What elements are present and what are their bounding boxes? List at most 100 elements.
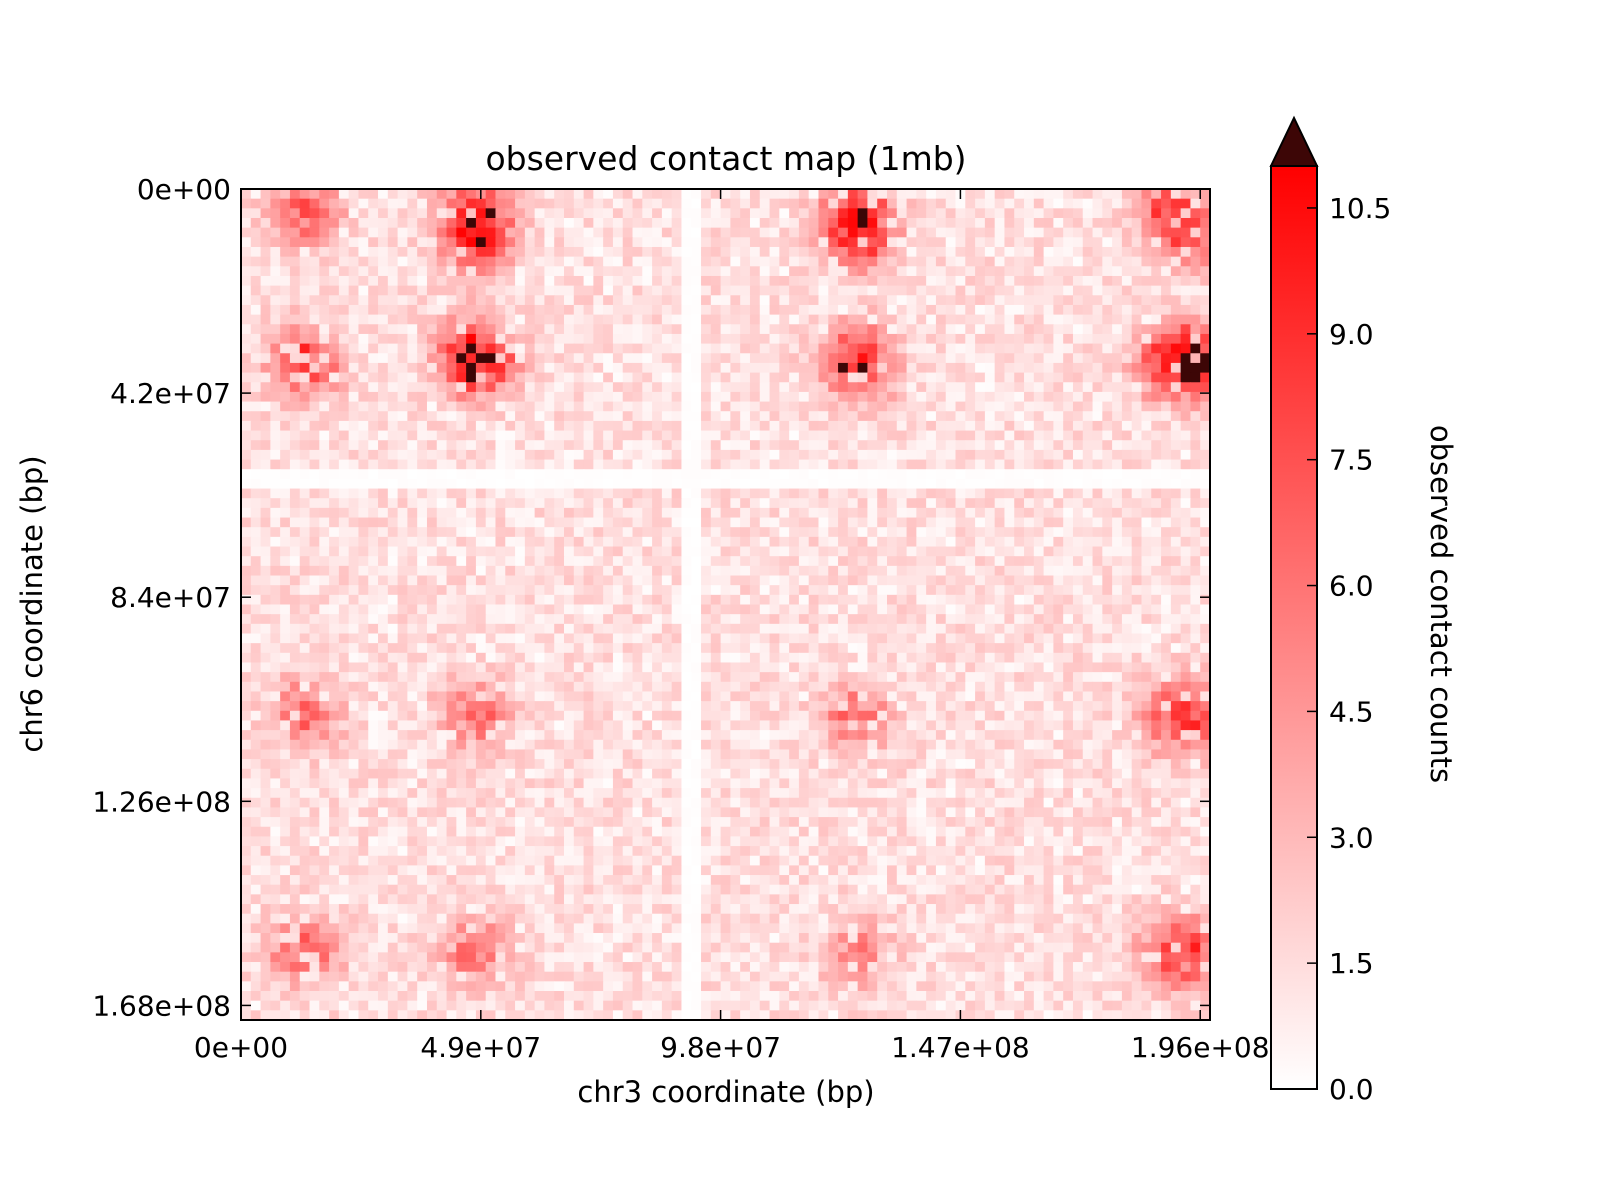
heatmap-cell xyxy=(485,633,497,644)
heatmap-cell xyxy=(1004,459,1015,470)
heatmap-cell xyxy=(769,565,780,577)
heatmap-cell xyxy=(838,237,849,248)
heatmap-cell xyxy=(515,517,526,528)
heatmap-cell xyxy=(603,430,614,441)
heatmap-cell xyxy=(289,565,301,577)
heatmap-cell xyxy=(857,604,869,615)
heatmap-cell xyxy=(808,527,820,538)
heatmap-cell xyxy=(749,556,761,567)
heatmap-cell xyxy=(642,189,653,200)
heatmap-cell xyxy=(1004,275,1015,287)
heatmap-cell xyxy=(397,594,408,606)
heatmap-cell xyxy=(446,324,457,335)
heatmap-cell xyxy=(1170,343,1182,354)
heatmap-cell xyxy=(1014,556,1025,567)
heatmap-cell xyxy=(838,478,849,490)
heatmap-cell xyxy=(387,266,399,277)
heatmap-cell xyxy=(1131,594,1143,606)
heatmap-cell xyxy=(446,507,457,519)
heatmap-cell xyxy=(456,643,467,654)
heatmap-cell xyxy=(260,440,271,451)
heatmap-cell xyxy=(622,275,634,287)
heatmap-cell xyxy=(564,304,575,316)
heatmap-cell xyxy=(1200,498,1211,509)
heatmap-cell xyxy=(1180,411,1192,422)
heatmap-cell xyxy=(1033,266,1045,277)
heatmap-cell xyxy=(417,411,428,422)
heatmap-cell xyxy=(456,488,467,499)
heatmap-cell xyxy=(867,362,878,374)
heatmap-cell xyxy=(798,527,810,538)
heatmap-cell xyxy=(789,372,800,383)
heatmap-cell xyxy=(779,208,790,219)
heatmap-cell xyxy=(701,643,712,654)
heatmap-cell xyxy=(348,459,360,470)
heatmap-cell xyxy=(1072,440,1084,451)
heatmap-cell xyxy=(1151,652,1162,664)
heatmap-cell xyxy=(436,227,448,238)
heatmap-cell xyxy=(524,208,536,219)
heatmap-cell xyxy=(544,556,555,567)
heatmap-cell xyxy=(446,314,457,325)
heatmap-cell xyxy=(515,614,526,625)
heatmap-cell xyxy=(818,420,829,432)
heatmap-cell xyxy=(622,420,634,432)
heatmap-cell xyxy=(642,430,653,441)
heatmap-cell xyxy=(466,353,477,364)
heatmap-cell xyxy=(612,382,624,393)
heatmap-cell xyxy=(299,401,311,412)
heatmap-cell xyxy=(906,614,917,625)
heatmap-cell xyxy=(632,536,643,548)
heatmap-cell xyxy=(241,498,252,509)
heatmap-cell xyxy=(1092,488,1103,499)
heatmap-cell xyxy=(289,227,301,238)
heatmap-cell xyxy=(818,527,829,538)
heatmap-cell xyxy=(652,189,663,200)
heatmap-cell xyxy=(426,411,438,422)
heatmap-cell xyxy=(1112,440,1123,451)
heatmap-cell xyxy=(583,652,594,664)
heatmap-cell xyxy=(808,208,820,219)
heatmap-cell xyxy=(769,604,780,615)
heatmap-cell xyxy=(877,449,888,461)
heatmap-cell xyxy=(887,217,898,229)
heatmap-cell xyxy=(1033,208,1045,219)
heatmap-cell xyxy=(260,594,271,606)
heatmap-cell xyxy=(906,333,917,345)
heatmap-cell xyxy=(877,275,888,287)
heatmap-cell xyxy=(564,189,575,200)
heatmap-cell xyxy=(280,498,291,509)
heatmap-cell xyxy=(534,411,546,422)
heatmap-cell xyxy=(867,217,878,229)
heatmap-cell xyxy=(309,314,320,325)
heatmap-cell xyxy=(1170,391,1182,403)
heatmap-cell xyxy=(1082,585,1094,596)
heatmap-cell xyxy=(945,275,957,287)
heatmap-cell xyxy=(368,507,379,519)
heatmap-cell xyxy=(652,256,663,267)
heatmap-cell xyxy=(1014,420,1025,432)
heatmap-cell xyxy=(975,237,986,248)
heatmap-cell xyxy=(495,575,506,586)
heatmap-cell xyxy=(887,498,898,509)
heatmap-cell xyxy=(769,237,780,248)
heatmap-cell xyxy=(593,556,604,567)
heatmap-cell xyxy=(348,362,360,374)
heatmap-cell xyxy=(475,372,487,383)
heatmap-cell xyxy=(1141,333,1152,345)
heatmap-cell xyxy=(446,362,457,374)
heatmap-cell xyxy=(348,343,360,354)
heatmap-cell xyxy=(808,314,820,325)
heatmap-cell xyxy=(466,614,477,625)
heatmap-cell xyxy=(378,449,389,461)
heatmap-cell xyxy=(926,469,937,480)
heatmap-cell xyxy=(1043,575,1054,586)
heatmap-cell xyxy=(661,285,673,296)
heatmap-cell xyxy=(524,324,536,335)
heatmap-cell xyxy=(299,237,311,248)
heatmap-cell xyxy=(681,614,692,625)
heatmap-cell xyxy=(554,411,565,422)
heatmap-cell xyxy=(534,565,546,577)
heatmap-cell xyxy=(1063,353,1074,364)
heatmap-cell xyxy=(671,275,683,287)
